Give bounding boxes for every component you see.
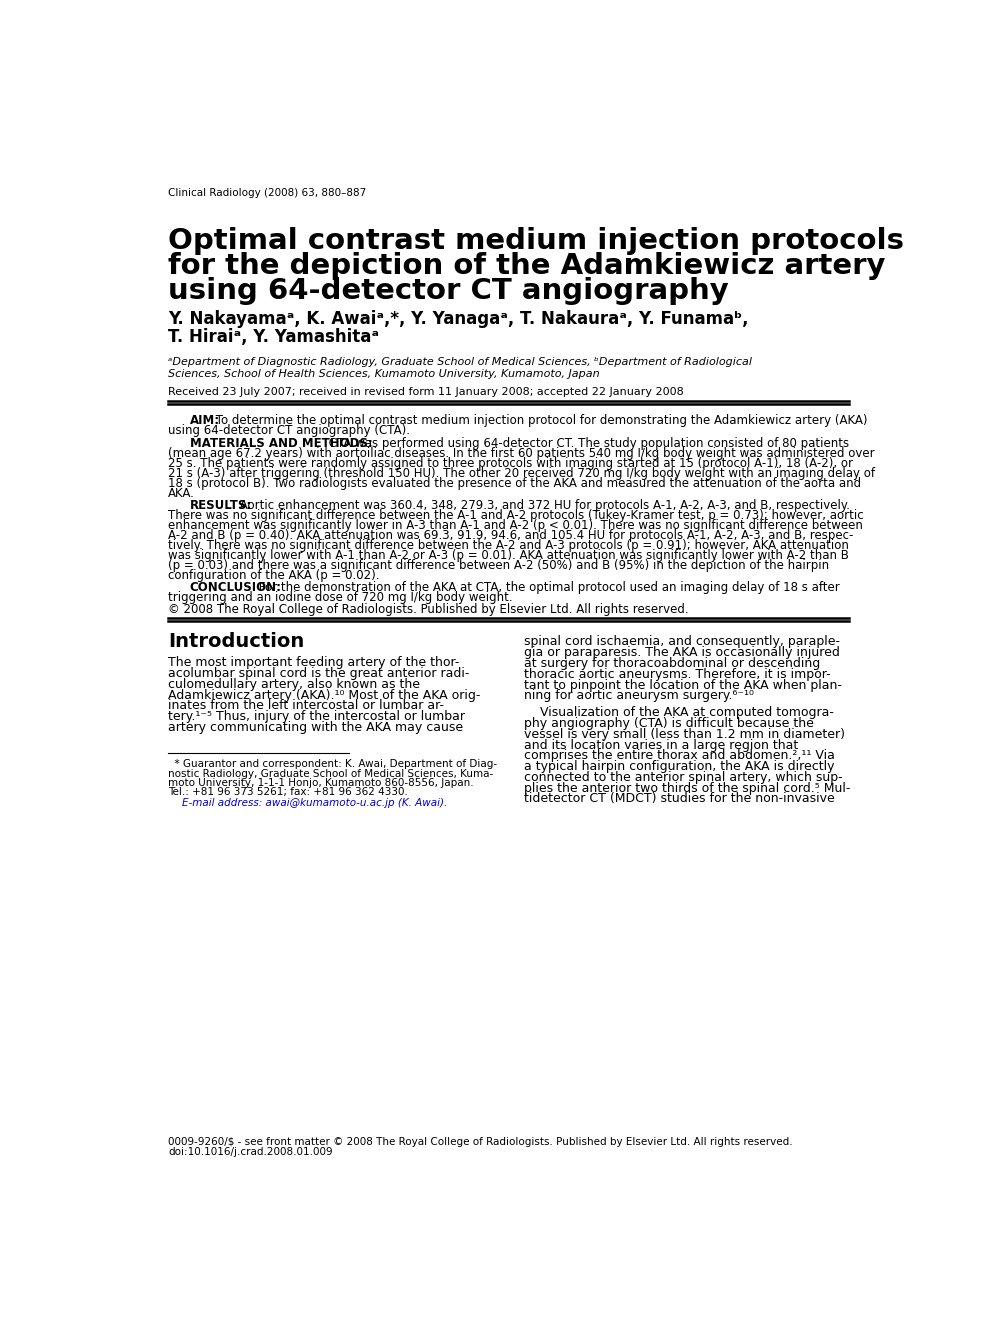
- Text: RESULTS:: RESULTS:: [189, 499, 252, 512]
- Text: thoracic aortic aneurysms. Therefore, it is impor-: thoracic aortic aneurysms. Therefore, it…: [524, 668, 830, 681]
- Text: CTA was performed using 64-detector CT. The study population consisted of 80 pat: CTA was performed using 64-detector CT. …: [324, 437, 849, 450]
- Text: and its location varies in a large region that: and its location varies in a large regio…: [524, 738, 799, 751]
- Text: at surgery for thoracoabdominal or descending: at surgery for thoracoabdominal or desce…: [524, 658, 820, 669]
- Text: artery communicating with the AKA may cause: artery communicating with the AKA may ca…: [169, 721, 463, 734]
- Text: MATERIALS AND METHODS:: MATERIALS AND METHODS:: [189, 437, 373, 450]
- Text: 18 s (protocol B). Two radiologists evaluated the presence of the AKA and measur: 18 s (protocol B). Two radiologists eval…: [169, 476, 861, 490]
- Text: ᵃDepartment of Diagnostic Radiology, Graduate School of Medical Sciences, ᵇDepar: ᵃDepartment of Diagnostic Radiology, Gra…: [169, 357, 752, 368]
- Text: tidetector CT (MDCT) studies for the non-invasive: tidetector CT (MDCT) studies for the non…: [524, 792, 834, 806]
- Text: * Guarantor and correspondent: K. Awai, Department of Diag-: * Guarantor and correspondent: K. Awai, …: [169, 759, 497, 770]
- Text: was significantly lower with A-1 than A-2 or A-3 (p = 0.01). AKA attenuation was: was significantly lower with A-1 than A-…: [169, 549, 849, 562]
- Text: Adamkiewicz artery (AKA).¹⁰ Most of the AKA orig-: Adamkiewicz artery (AKA).¹⁰ Most of the …: [169, 688, 480, 701]
- Text: spinal cord ischaemia, and consequently, paraple-: spinal cord ischaemia, and consequently,…: [524, 635, 840, 648]
- Text: triggering and an iodine dose of 720 mg I/kg body weight.: triggering and an iodine dose of 720 mg …: [169, 591, 513, 605]
- Text: for the depiction of the Adamkiewicz artery: for the depiction of the Adamkiewicz art…: [169, 251, 886, 280]
- Text: tively. There was no significant difference between the A-2 and A-3 protocols (p: tively. There was no significant differe…: [169, 540, 849, 552]
- Text: The most important feeding artery of the thor-: The most important feeding artery of the…: [169, 656, 459, 669]
- Text: ning for aortic aneurysm surgery.⁶⁻¹⁰: ning for aortic aneurysm surgery.⁶⁻¹⁰: [524, 689, 754, 703]
- Text: (p = 0.03) and there was a significant difference between A-2 (50%) and B (95%) : (p = 0.03) and there was a significant d…: [169, 560, 829, 572]
- Text: inates from the left intercostal or lumbar ar-: inates from the left intercostal or lumb…: [169, 700, 444, 712]
- Text: culomedullary artery, also known as the: culomedullary artery, also known as the: [169, 677, 421, 691]
- Text: tery.¹⁻⁵ Thus, injury of the intercostal or lumbar: tery.¹⁻⁵ Thus, injury of the intercostal…: [169, 710, 465, 724]
- Text: CONCLUSION:: CONCLUSION:: [189, 582, 282, 594]
- Text: Visualization of the AKA at computed tomogra-: Visualization of the AKA at computed tom…: [524, 706, 833, 720]
- Text: Clinical Radiology (2008) 63, 880–887: Clinical Radiology (2008) 63, 880–887: [169, 188, 366, 198]
- Text: Tel.: +81 96 373 5261; fax: +81 96 362 4330.: Tel.: +81 96 373 5261; fax: +81 96 362 4…: [169, 787, 408, 796]
- Text: 0009-9260/$ - see front matter © 2008 The Royal College of Radiologists. Publish: 0009-9260/$ - see front matter © 2008 Th…: [169, 1136, 793, 1147]
- Text: E-mail address: awai@kumamoto-u.ac.jp (K. Awai).: E-mail address: awai@kumamoto-u.ac.jp (K…: [183, 798, 447, 808]
- Text: using 64-detector CT angiography (CTA).: using 64-detector CT angiography (CTA).: [169, 425, 410, 438]
- Text: configuration of the AKA (p = 0.02).: configuration of the AKA (p = 0.02).: [169, 569, 380, 582]
- Text: nostic Radiology, Graduate School of Medical Sciences, Kuma-: nostic Radiology, Graduate School of Med…: [169, 769, 493, 779]
- Text: A-2 and B (p = 0.40). AKA attenuation was 69.3, 91.9, 94.6, and 105.4 HU for pro: A-2 and B (p = 0.40). AKA attenuation wa…: [169, 529, 853, 542]
- Text: AIM:: AIM:: [189, 414, 220, 427]
- Text: connected to the anterior spinal artery, which sup-: connected to the anterior spinal artery,…: [524, 771, 842, 785]
- Text: tant to pinpoint the location of the AKA when plan-: tant to pinpoint the location of the AKA…: [524, 679, 842, 692]
- Text: Optimal contrast medium injection protocols: Optimal contrast medium injection protoc…: [169, 226, 904, 254]
- Text: vessel is very small (less than 1.2 mm in diameter): vessel is very small (less than 1.2 mm i…: [524, 728, 845, 741]
- Text: a typical hairpin configuration, the AKA is directly: a typical hairpin configuration, the AKA…: [524, 761, 834, 773]
- Text: moto University, 1-1-1 Honjo, Kumamoto 860-8556, Japan.: moto University, 1-1-1 Honjo, Kumamoto 8…: [169, 778, 474, 787]
- Text: Introduction: Introduction: [169, 631, 305, 651]
- Text: T. Hiraiᵃ, Y. Yamashitaᵃ: T. Hiraiᵃ, Y. Yamashitaᵃ: [169, 328, 379, 347]
- Text: Received 23 July 2007; received in revised form 11 January 2008; accepted 22 Jan: Received 23 July 2007; received in revis…: [169, 388, 683, 397]
- Text: Sciences, School of Health Sciences, Kumamoto University, Kumamoto, Japan: Sciences, School of Health Sciences, Kum…: [169, 369, 600, 378]
- Text: 25 s. The patients were randomly assigned to three protocols with imaging starte: 25 s. The patients were randomly assigne…: [169, 456, 853, 470]
- Text: To determine the optimal contrast medium injection protocol for demonstrating th: To determine the optimal contrast medium…: [212, 414, 868, 427]
- Text: AKA.: AKA.: [169, 487, 195, 500]
- Text: There was no significant difference between the A-1 and A-2 protocols (Tukey-Kra: There was no significant difference betw…: [169, 509, 864, 523]
- Text: doi:10.1016/j.crad.2008.01.009: doi:10.1016/j.crad.2008.01.009: [169, 1147, 332, 1158]
- Text: Aortic enhancement was 360.4, 348, 279.3, and 372 HU for protocols A-1, A-2, A-3: Aortic enhancement was 360.4, 348, 279.3…: [236, 499, 850, 512]
- Text: comprises the entire thorax and abdomen.²,¹¹ Via: comprises the entire thorax and abdomen.…: [524, 749, 835, 762]
- Text: 21 s (A-3) after triggering (threshold 150 HU). The other 20 received 720 mg I/k: 21 s (A-3) after triggering (threshold 1…: [169, 467, 875, 480]
- Text: Y. Nakayamaᵃ, K. Awaiᵃ,*, Y. Yanagaᵃ, T. Nakauraᵃ, Y. Funamaᵇ,: Y. Nakayamaᵃ, K. Awaiᵃ,*, Y. Yanagaᵃ, T.…: [169, 311, 749, 328]
- Text: For the demonstration of the AKA at CTA, the optimal protocol used an imaging de: For the demonstration of the AKA at CTA,…: [255, 582, 839, 594]
- Text: enhancement was significantly lower in A-3 than A-1 and A-2 (p < 0.01). There wa: enhancement was significantly lower in A…: [169, 519, 863, 532]
- Text: phy angiography (CTA) is difficult because the: phy angiography (CTA) is difficult becau…: [524, 717, 813, 730]
- Text: (mean age 67.2 years) with aortoiliac diseases. In the first 60 patients 540 mg : (mean age 67.2 years) with aortoiliac di…: [169, 447, 875, 459]
- Text: © 2008 The Royal College of Radiologists. Published by Elsevier Ltd. All rights : © 2008 The Royal College of Radiologists…: [169, 603, 688, 617]
- Text: gia or paraparesis. The AKA is occasionally injured: gia or paraparesis. The AKA is occasiona…: [524, 646, 840, 659]
- Text: plies the anterior two thirds of the spinal cord.⁵ Mul-: plies the anterior two thirds of the spi…: [524, 782, 850, 795]
- Text: using 64-detector CT angiography: using 64-detector CT angiography: [169, 278, 729, 306]
- Text: acolumbar spinal cord is the great anterior radi-: acolumbar spinal cord is the great anter…: [169, 667, 469, 680]
